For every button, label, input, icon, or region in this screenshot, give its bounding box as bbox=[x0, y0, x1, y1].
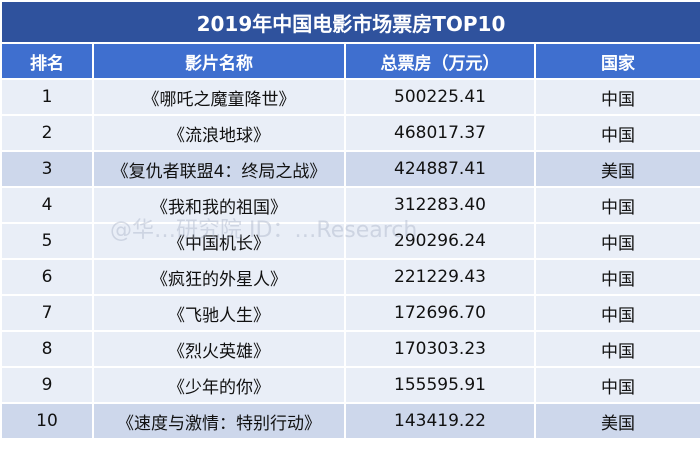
film-title-cell: 《烈火英雄》 bbox=[92, 330, 346, 368]
country-cell: 中国 bbox=[534, 78, 700, 116]
country-cell: 中国 bbox=[534, 186, 700, 224]
box-office-cell: 468017.37 bbox=[344, 114, 536, 152]
film-title-cell: 《飞驰人生》 bbox=[92, 294, 346, 332]
table-row: 9 《少年的你》 155595.91 中国 bbox=[0, 366, 700, 404]
title-row: 2019年中国电影市场票房TOP10 bbox=[0, 0, 700, 44]
country-cell: 中国 bbox=[534, 222, 700, 260]
film-title-cell: 《疯狂的外星人》 bbox=[92, 258, 346, 296]
film-title-cell: 《中国机长》 bbox=[92, 222, 346, 260]
table-row: 5 《中国机长》 290296.24 中国 bbox=[0, 222, 700, 260]
film-title-cell: 《我和我的祖国》 bbox=[92, 186, 346, 224]
rank-cell: 9 bbox=[0, 366, 94, 404]
box-office-table: 2019年中国电影市场票房TOP10 排名 影片名称 总票房（万元） 国家 1 《… bbox=[0, 0, 700, 440]
film-title-cell: 《复仇者联盟4：终局之战》 bbox=[92, 150, 346, 188]
table-row: 3 《复仇者联盟4：终局之战》 424887.41 美国 bbox=[0, 150, 700, 188]
table-row: 7 《飞驰人生》 172696.70 中国 bbox=[0, 294, 700, 332]
country-cell: 中国 bbox=[534, 330, 700, 368]
film-title-cell: 《少年的你》 bbox=[92, 366, 346, 404]
rank-cell: 3 bbox=[0, 150, 94, 188]
country-cell: 美国 bbox=[534, 402, 700, 440]
header-box-office: 总票房（万元） bbox=[344, 42, 536, 80]
table-title: 2019年中国电影市场票房TOP10 bbox=[0, 0, 700, 44]
film-title-cell: 《速度与激情：特别行动》 bbox=[92, 402, 346, 440]
country-cell: 中国 bbox=[534, 294, 700, 332]
header-row: 排名 影片名称 总票房（万元） 国家 bbox=[0, 42, 700, 80]
country-cell: 美国 bbox=[534, 150, 700, 188]
rank-cell: 8 bbox=[0, 330, 94, 368]
table-row: 6 《疯狂的外星人》 221229.43 中国 bbox=[0, 258, 700, 296]
header-country: 国家 bbox=[534, 42, 700, 80]
rank-cell: 5 bbox=[0, 222, 94, 260]
box-office-cell: 143419.22 bbox=[344, 402, 536, 440]
box-office-cell: 221229.43 bbox=[344, 258, 536, 296]
rank-cell: 4 bbox=[0, 186, 94, 224]
country-cell: 中国 bbox=[534, 258, 700, 296]
box-office-cell: 290296.24 bbox=[344, 222, 536, 260]
box-office-cell: 172696.70 bbox=[344, 294, 536, 332]
rank-cell: 10 bbox=[0, 402, 94, 440]
table-row: 1 《哪吒之魔童降世》 500225.41 中国 bbox=[0, 78, 700, 116]
box-office-cell: 155595.91 bbox=[344, 366, 536, 404]
rank-cell: 6 bbox=[0, 258, 94, 296]
rank-cell: 7 bbox=[0, 294, 94, 332]
table-row: 4 《我和我的祖国》 312283.40 中国 bbox=[0, 186, 700, 224]
film-title-cell: 《流浪地球》 bbox=[92, 114, 346, 152]
table-row: 8 《烈火英雄》 170303.23 中国 bbox=[0, 330, 700, 368]
rank-cell: 1 bbox=[0, 78, 94, 116]
country-cell: 中国 bbox=[534, 366, 700, 404]
header-film-title: 影片名称 bbox=[92, 42, 346, 80]
film-title-cell: 《哪吒之魔童降世》 bbox=[92, 78, 346, 116]
box-office-cell: 500225.41 bbox=[344, 78, 536, 116]
table-row: 10 《速度与激情：特别行动》 143419.22 美国 bbox=[0, 402, 700, 440]
header-rank: 排名 bbox=[0, 42, 94, 80]
box-office-cell: 312283.40 bbox=[344, 186, 536, 224]
box-office-cell: 424887.41 bbox=[344, 150, 536, 188]
box-office-cell: 170303.23 bbox=[344, 330, 536, 368]
rank-cell: 2 bbox=[0, 114, 94, 152]
table-row: 2 《流浪地球》 468017.37 中国 bbox=[0, 114, 700, 152]
country-cell: 中国 bbox=[534, 114, 700, 152]
